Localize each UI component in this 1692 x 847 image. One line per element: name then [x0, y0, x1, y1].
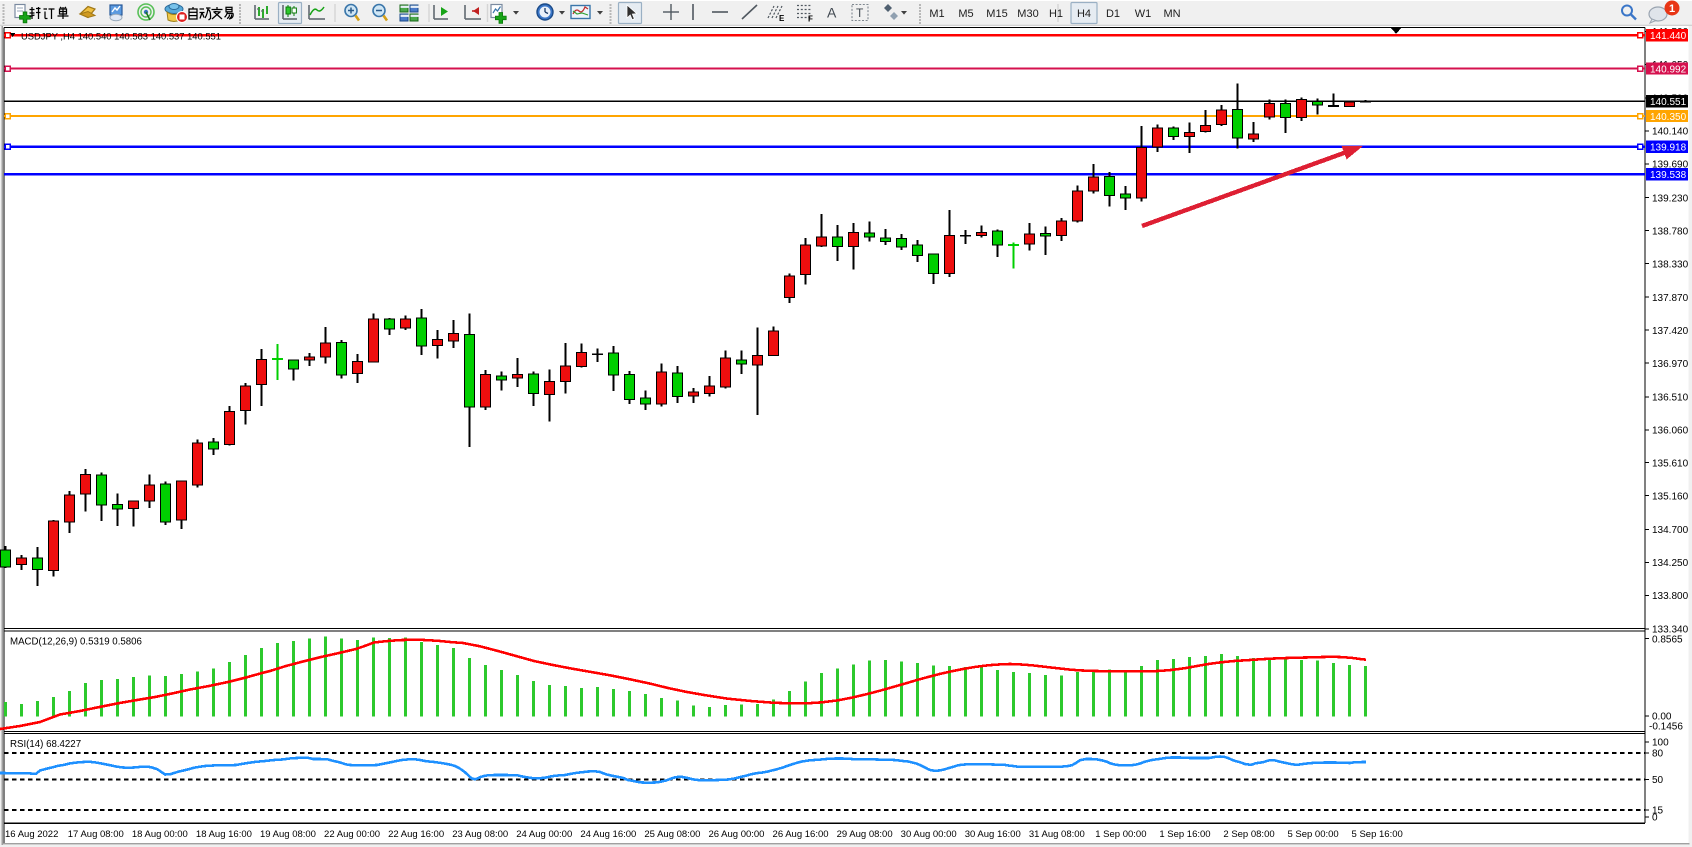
svg-text:MACD(12,26,9) 0.5319 0.5806: MACD(12,26,9) 0.5319 0.5806: [10, 637, 142, 648]
svg-text:26 Aug 16:00: 26 Aug 16:00: [773, 829, 829, 840]
svg-text:W1: W1: [1135, 8, 1152, 20]
svg-text:18 Aug 16:00: 18 Aug 16:00: [196, 829, 252, 840]
svg-text:F: F: [808, 15, 813, 24]
svg-text:26 Aug 00:00: 26 Aug 00:00: [708, 829, 764, 840]
svg-text:18 Aug 00:00: 18 Aug 00:00: [132, 829, 188, 840]
svg-text:139.538: 139.538: [1650, 170, 1687, 181]
svg-text:24 Aug 16:00: 24 Aug 16:00: [580, 829, 636, 840]
svg-text:22 Aug 16:00: 22 Aug 16:00: [388, 829, 444, 840]
svg-text:0.8565: 0.8565: [1652, 634, 1683, 645]
svg-text:136.060: 136.060: [1652, 426, 1689, 437]
svg-text:138.780: 138.780: [1652, 226, 1689, 237]
svg-text:140.140: 140.140: [1652, 127, 1689, 138]
svg-text:15: 15: [1652, 806, 1664, 817]
svg-text:141.440: 141.440: [1650, 31, 1687, 42]
svg-text:MN: MN: [1163, 8, 1180, 20]
svg-text:137.870: 137.870: [1652, 293, 1689, 304]
svg-text:133.340: 133.340: [1652, 625, 1689, 636]
svg-text:30 Aug 00:00: 30 Aug 00:00: [901, 829, 957, 840]
svg-text:USDJPY ,H4 140.540 140.583 14: USDJPY ,H4 140.540 140.583 140.537 140.5…: [21, 31, 221, 42]
svg-text:139.690: 139.690: [1652, 160, 1689, 171]
svg-text:T: T: [856, 6, 864, 20]
svg-text:1 Sep 16:00: 1 Sep 16:00: [1159, 829, 1210, 840]
svg-text:29 Aug 08:00: 29 Aug 08:00: [837, 829, 893, 840]
svg-text:-0.1456: -0.1456: [1649, 721, 1683, 732]
svg-text:136.510: 136.510: [1652, 393, 1689, 404]
svg-text:139.918: 139.918: [1650, 142, 1687, 153]
svg-text:17 Aug 08:00: 17 Aug 08:00: [68, 829, 124, 840]
svg-text:23 Aug 08:00: 23 Aug 08:00: [452, 829, 508, 840]
svg-text:RSI(14) 68.4227: RSI(14) 68.4227: [10, 739, 81, 750]
svg-text:135.160: 135.160: [1652, 491, 1689, 502]
svg-text:140.992: 140.992: [1650, 64, 1687, 75]
svg-text:50: 50: [1652, 775, 1664, 786]
svg-text:100: 100: [1652, 738, 1669, 749]
svg-text:133.800: 133.800: [1652, 591, 1689, 602]
svg-text:140.350: 140.350: [1650, 112, 1687, 123]
svg-text:M15: M15: [986, 8, 1007, 20]
svg-text:E: E: [779, 14, 785, 23]
svg-text:138.330: 138.330: [1652, 259, 1689, 270]
svg-text:31 Aug 08:00: 31 Aug 08:00: [1029, 829, 1085, 840]
svg-text:135.610: 135.610: [1652, 458, 1689, 469]
svg-text:22 Aug 00:00: 22 Aug 00:00: [324, 829, 380, 840]
svg-text:137.420: 137.420: [1652, 326, 1689, 337]
svg-text:H4: H4: [1077, 8, 1091, 20]
svg-text:0.00: 0.00: [1652, 712, 1672, 723]
svg-text:H1: H1: [1049, 8, 1063, 20]
svg-text:139.230: 139.230: [1652, 193, 1689, 204]
svg-text:5 Sep 16:00: 5 Sep 16:00: [1352, 829, 1403, 840]
svg-text:19 Aug 08:00: 19 Aug 08:00: [260, 829, 316, 840]
svg-text:134.250: 134.250: [1652, 558, 1689, 569]
svg-text:80: 80: [1652, 749, 1664, 760]
svg-text:30 Aug 16:00: 30 Aug 16:00: [965, 829, 1021, 840]
svg-text:A: A: [827, 5, 837, 21]
svg-text:M30: M30: [1017, 8, 1038, 20]
svg-text:1: 1: [1669, 3, 1675, 15]
svg-text:134.700: 134.700: [1652, 525, 1689, 536]
svg-text:D1: D1: [1106, 8, 1120, 20]
svg-text:16 Aug 2022: 16 Aug 2022: [5, 829, 58, 840]
svg-text:140.551: 140.551: [1650, 97, 1687, 108]
svg-text:136.970: 136.970: [1652, 359, 1689, 370]
svg-text:0: 0: [1652, 813, 1658, 824]
svg-text:1 Sep 00:00: 1 Sep 00:00: [1095, 829, 1146, 840]
svg-text:25 Aug 08:00: 25 Aug 08:00: [644, 829, 700, 840]
svg-text:5 Sep 00:00: 5 Sep 00:00: [1287, 829, 1338, 840]
svg-text:M1: M1: [929, 8, 944, 20]
svg-text:24 Aug 00:00: 24 Aug 00:00: [516, 829, 572, 840]
svg-text:M5: M5: [958, 8, 973, 20]
svg-text:2 Sep 08:00: 2 Sep 08:00: [1223, 829, 1274, 840]
